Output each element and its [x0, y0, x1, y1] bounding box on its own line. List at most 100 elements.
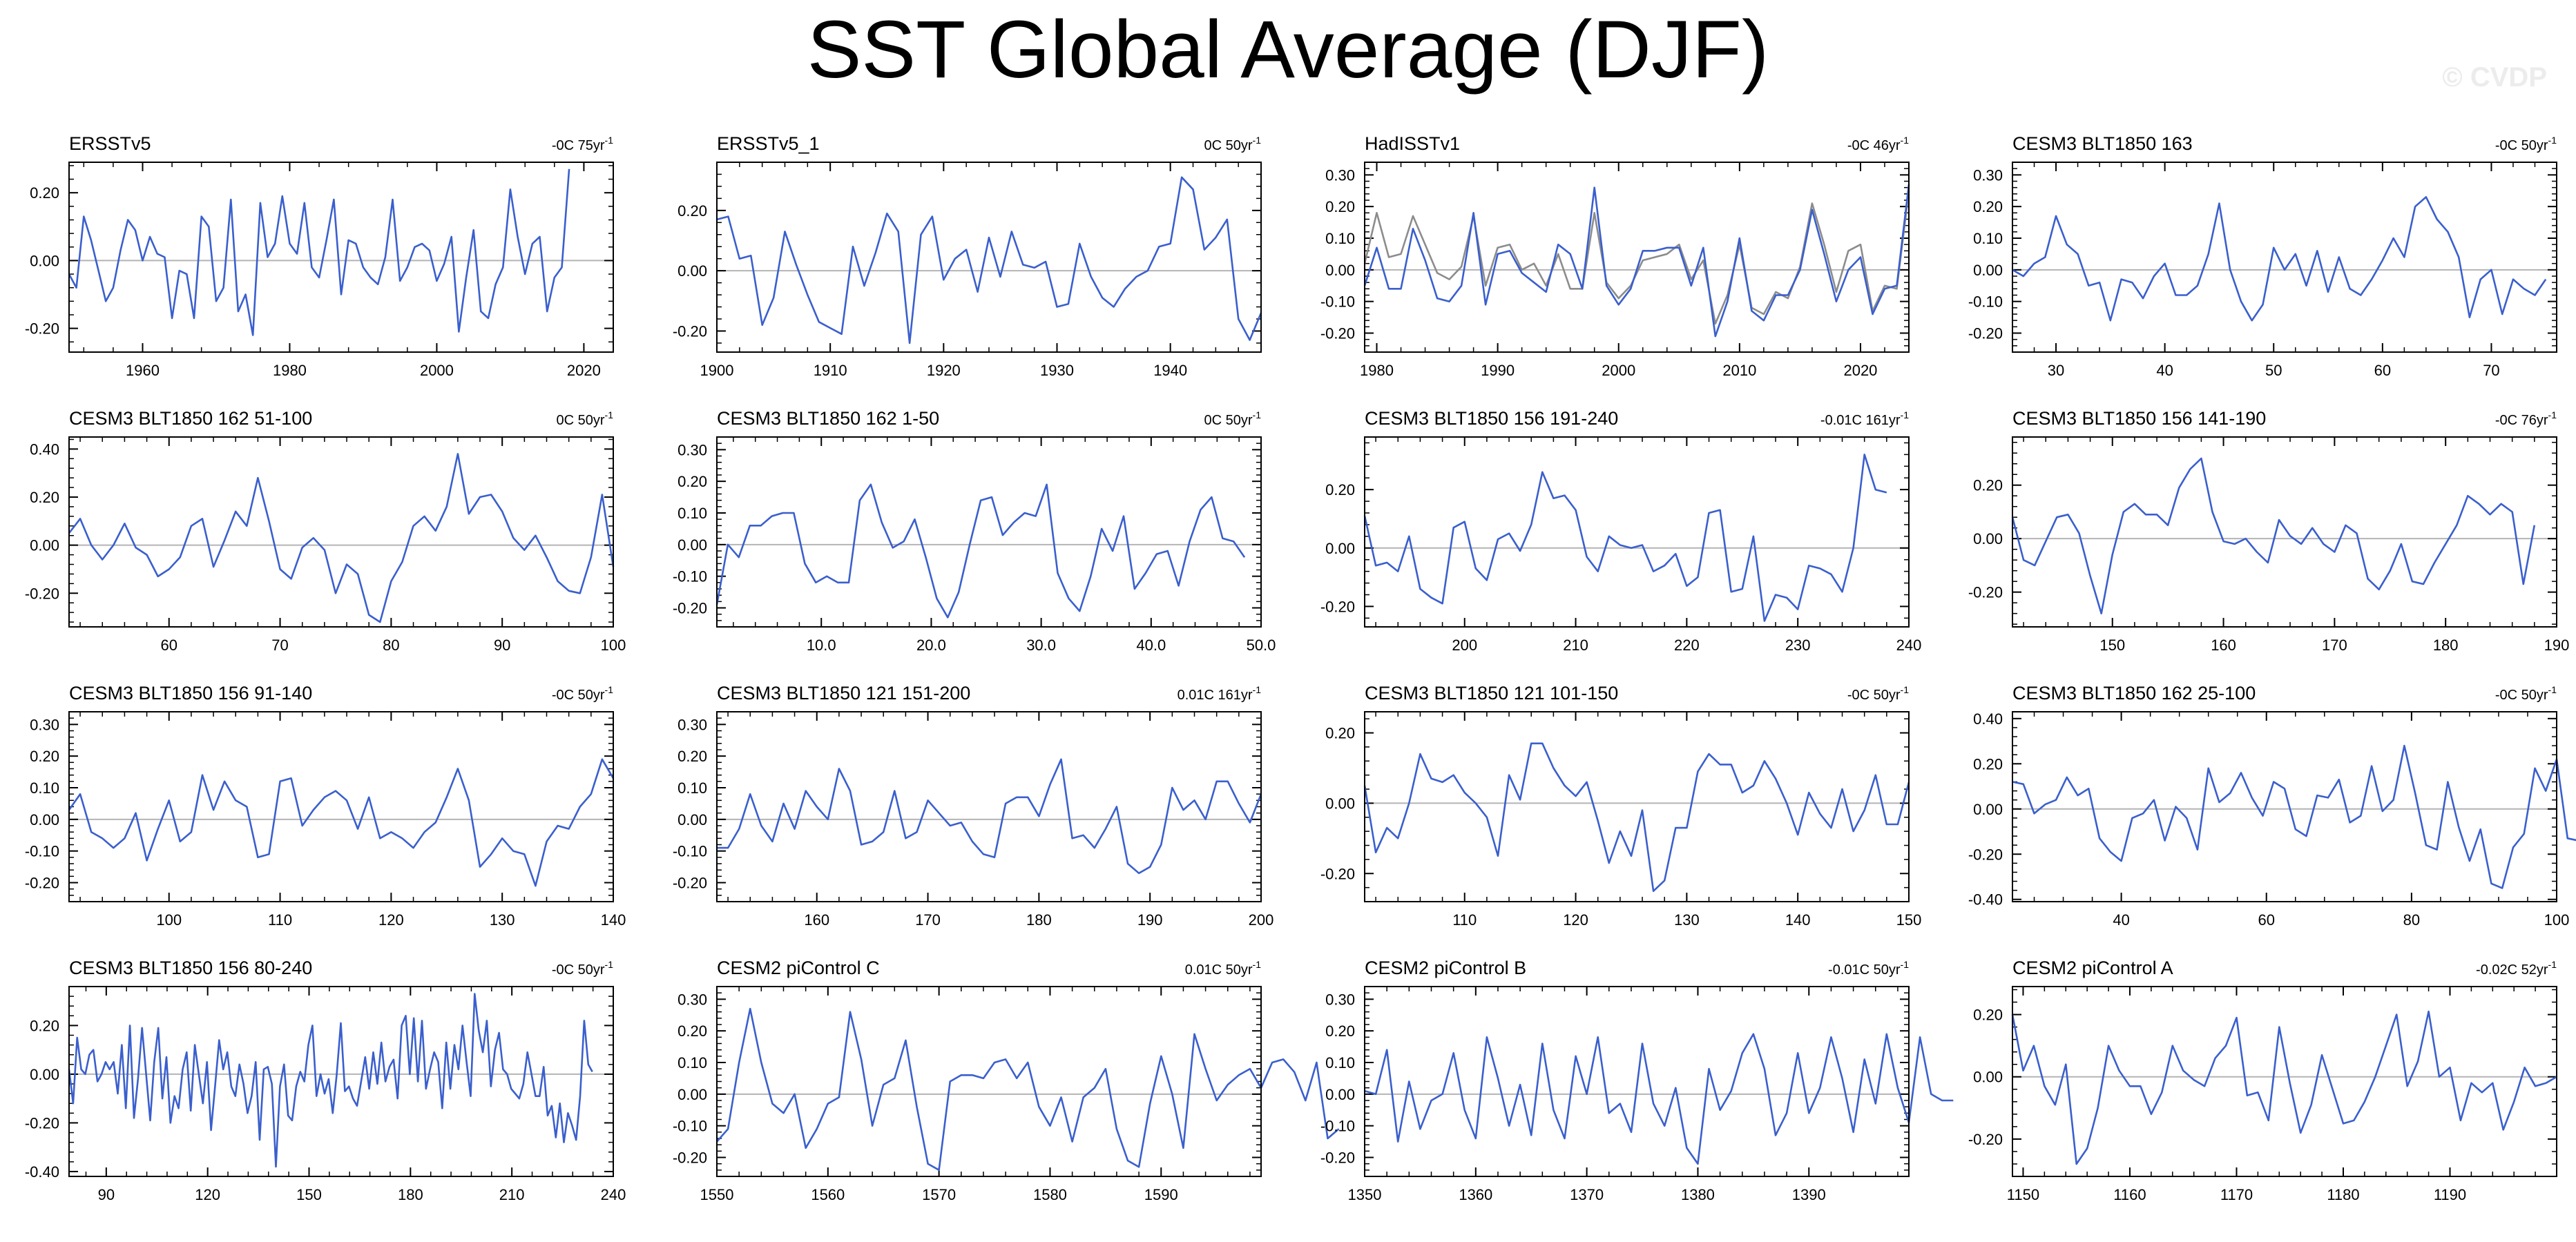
- y-tick-label: 0.30: [1325, 991, 1355, 1008]
- y-tick-label: 0.20: [30, 184, 59, 202]
- y-tick-label: -0.20: [1320, 598, 1355, 615]
- y-tick-label: 0.00: [1325, 540, 1355, 557]
- x-tick-label: 240: [1896, 637, 1922, 654]
- trend-exponent: -1: [1901, 135, 1910, 146]
- y-tick-label: 0.10: [677, 1054, 707, 1071]
- y-tick-label: 0.00: [677, 1086, 707, 1103]
- x-tick-label: 1160: [2113, 1186, 2146, 1203]
- panel-title: ERSSTv5: [69, 133, 151, 154]
- panel-title: ERSSTv5_1: [717, 133, 820, 154]
- series-line: [716, 1007, 1340, 1172]
- trend-exponent: -1: [605, 684, 614, 695]
- x-tick-label: 150: [296, 1186, 322, 1203]
- y-tick-label: 0.10: [1325, 230, 1355, 247]
- panel-title: CESM3 BLT1850 121 151-200: [717, 683, 970, 704]
- series-line: [68, 993, 593, 1168]
- plot-frame: [2012, 162, 2557, 353]
- plot-frame: [68, 436, 614, 628]
- x-tick-label: 1910: [814, 362, 847, 379]
- plot-frame: [68, 711, 614, 902]
- x-tick-label: 100: [601, 637, 626, 654]
- trend-label: -0C 75yr-1: [552, 135, 613, 153]
- plot-frame: [68, 986, 614, 1177]
- x-tick-label: 1940: [1153, 362, 1187, 379]
- y-tick-label: -0.20: [1968, 325, 2003, 342]
- x-tick-label: 80: [2403, 911, 2420, 929]
- trend-exponent: -1: [2548, 684, 2557, 695]
- chart-panel: HadISSTv1 -0C 46yr-1 -0.20 -0.10 0.00 0.10 0.2…: [1320, 133, 1910, 379]
- trend-value: 0C 50yr: [1204, 138, 1253, 153]
- plot-frame: [1364, 162, 1910, 353]
- chart-panel: CESM3 BLT1850 163 -0C 50yr-1 -0.20 -0.10 0.0…: [1968, 133, 2557, 379]
- trend-label: 0C 50yr-1: [1204, 409, 1262, 428]
- x-tick-label: 1380: [1681, 1186, 1715, 1203]
- series-line: [1363, 454, 1887, 622]
- y-tick-label: 0.30: [1973, 166, 2003, 184]
- y-tick-label: 0.00: [1973, 262, 2003, 279]
- y-tick-label: -0.10: [25, 843, 59, 860]
- trend-label: -0C 50yr-1: [2495, 135, 2557, 153]
- x-tick-label: 1150: [2007, 1186, 2039, 1203]
- y-tick-label: -0.20: [1320, 325, 1355, 342]
- trend-exponent: -1: [2548, 135, 2557, 146]
- y-tick-label: 0.20: [1973, 198, 2003, 215]
- y-tick-label: -0.20: [25, 875, 59, 892]
- series-line: [715, 483, 1246, 619]
- x-tick-label: 90: [98, 1186, 115, 1203]
- x-tick-label: 180: [398, 1186, 423, 1203]
- x-tick-label: 120: [195, 1186, 220, 1203]
- y-tick-label: 0.00: [30, 252, 59, 269]
- chart-panel: CESM3 BLT1850 162 1-50 0C 50yr-1 -0.20 -0.1…: [673, 408, 1276, 654]
- y-tick-label: -0.10: [673, 1118, 707, 1135]
- trend-label: -0C 50yr-1: [2495, 684, 2557, 703]
- y-tick-label: 0.20: [677, 748, 707, 765]
- x-tick-label: 30: [2048, 362, 2064, 379]
- y-tick-label: -0.40: [1968, 891, 2003, 909]
- x-tick-label: 2020: [567, 362, 601, 379]
- y-tick-label: -0.20: [25, 320, 59, 338]
- x-tick-label: 110: [1452, 911, 1477, 929]
- x-tick-label: 1370: [1570, 1186, 1604, 1203]
- x-tick-label: 1920: [927, 362, 961, 379]
- y-tick-label: -0.20: [1968, 584, 2003, 601]
- series-line: [68, 453, 615, 623]
- y-tick-label: 0.20: [1973, 1007, 2003, 1024]
- x-tick-label: 60: [2374, 362, 2391, 379]
- x-tick-label: 210: [499, 1186, 525, 1203]
- x-tick-label: 60: [160, 637, 177, 654]
- x-tick-label: 200: [1249, 911, 1274, 929]
- y-tick-label: 0.00: [1325, 795, 1355, 812]
- trend-exponent: -1: [1901, 959, 1910, 970]
- y-tick-label: 0.00: [677, 536, 707, 554]
- trend-label: -0C 50yr-1: [552, 684, 613, 703]
- y-tick-label: -0.20: [673, 875, 707, 892]
- y-tick-label: 0.10: [677, 779, 707, 797]
- trend-label: 0.01C 161yr-1: [1178, 684, 1262, 703]
- x-tick-label: 130: [490, 911, 515, 929]
- x-tick-label: 140: [601, 911, 626, 929]
- y-tick-label: 0.20: [1325, 481, 1355, 498]
- x-tick-label: 170: [915, 911, 941, 929]
- x-tick-label: 1590: [1144, 1186, 1178, 1203]
- trend-label: -0.02C 52yr-1: [2476, 959, 2557, 978]
- y-tick-label: 0.00: [677, 262, 707, 280]
- y-tick-label: 0.00: [1973, 1069, 2003, 1086]
- x-tick-label: 240: [601, 1186, 626, 1203]
- panel-title: CESM2 piControl A: [2012, 958, 2173, 978]
- x-tick-label: 10.0: [807, 637, 836, 654]
- trend-value: -0C 50yr: [1847, 688, 1901, 703]
- chart-panel: CESM3 BLT1850 156 80-240 -0C 50yr-1 -0.40 -…: [25, 958, 626, 1203]
- chart-panel: CESM2 piControl B -0.01C 50yr-1 -0.20 -0.10…: [1320, 958, 1954, 1203]
- trend-label: -0C 50yr-1: [1847, 684, 1909, 703]
- plot-frame: [716, 986, 1262, 1177]
- trend-label: -0C 46yr-1: [1847, 135, 1909, 153]
- chart-panel: CESM3 BLT1850 162 25-100 -0C 50yr-1 -0.40 -…: [1968, 683, 2576, 929]
- chart-panel: ERSSTv5 -0C 75yr-1 -0.20 0.00 0.20 1960 1980 20…: [25, 133, 614, 379]
- x-tick-label: 230: [1785, 637, 1811, 654]
- y-tick-label: -0.20: [25, 585, 59, 602]
- y-tick-label: -0.20: [673, 322, 707, 340]
- trend-exponent: -1: [605, 135, 614, 146]
- panel-title: CESM3 BLT1850 163: [2012, 133, 2193, 154]
- x-tick-label: 1580: [1033, 1186, 1067, 1203]
- series-line: [717, 758, 1262, 875]
